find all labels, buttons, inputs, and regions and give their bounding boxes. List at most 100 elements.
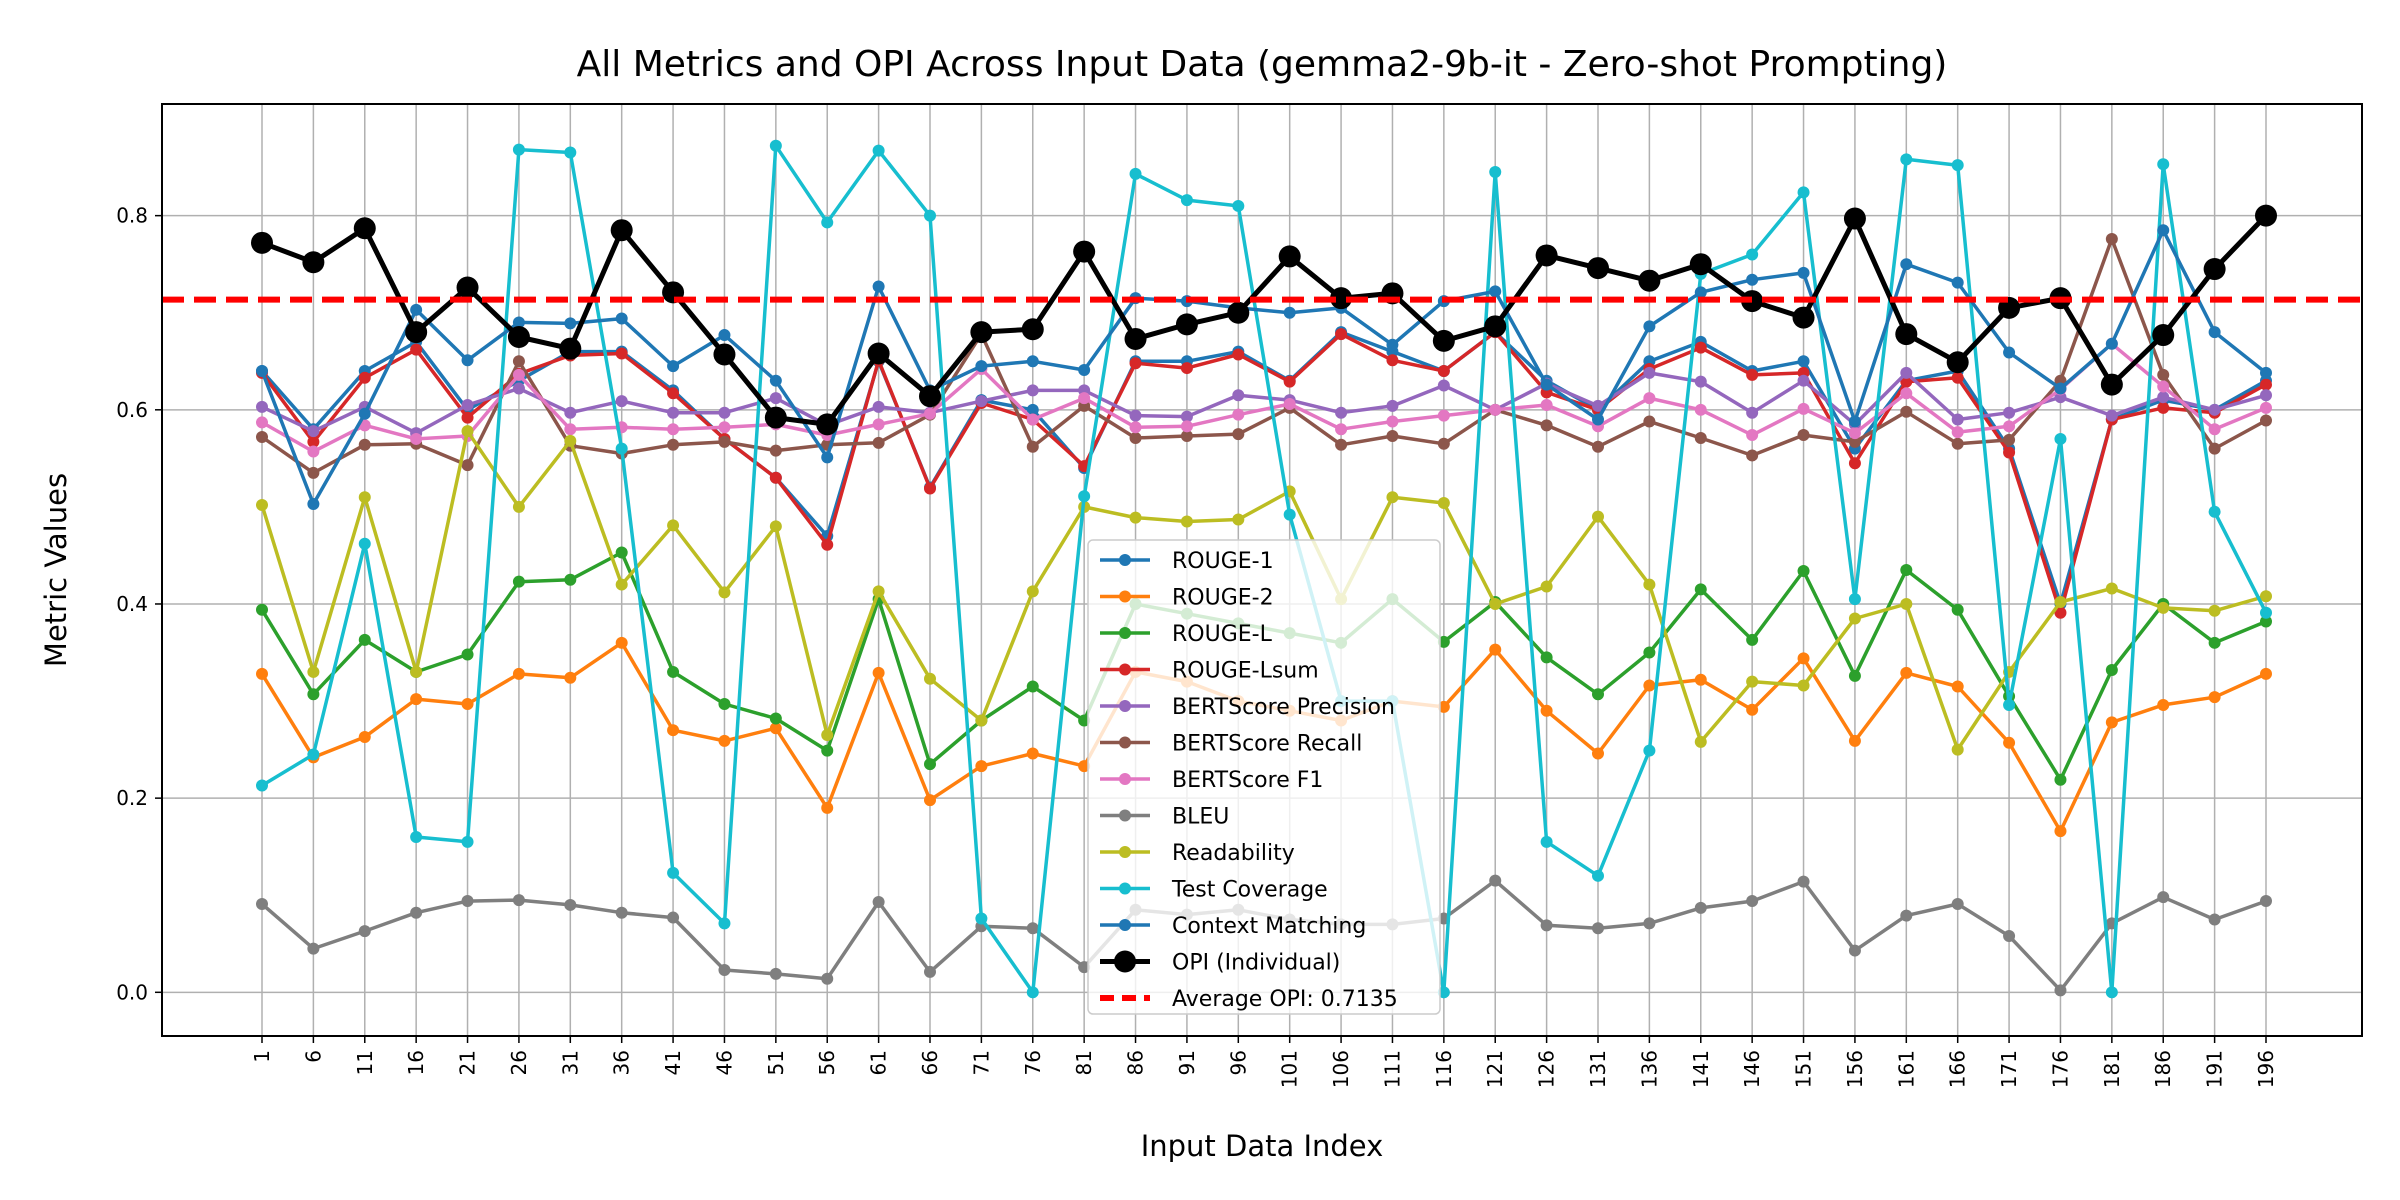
data-point xyxy=(1643,415,1656,428)
data-point xyxy=(1951,426,1964,439)
data-point xyxy=(2255,204,2277,227)
data-point xyxy=(769,722,782,735)
data-point xyxy=(2208,403,2221,416)
data-point xyxy=(1592,510,1604,523)
data-point xyxy=(2105,409,2118,422)
data-point xyxy=(821,451,834,464)
data-point xyxy=(2003,446,2016,459)
data-point xyxy=(1900,909,1913,922)
data-point xyxy=(1026,922,1039,935)
legend-entry: OPI (Individual) xyxy=(1100,950,1340,976)
x-tick-label: 171 xyxy=(1997,1050,2021,1088)
data-point xyxy=(1283,508,1296,521)
data-point xyxy=(307,748,320,761)
data-point xyxy=(1694,286,1707,299)
data-point xyxy=(1592,922,1604,935)
data-point xyxy=(718,329,731,342)
data-point xyxy=(1900,597,1913,610)
data-point xyxy=(2105,232,2118,245)
data-point xyxy=(461,411,474,424)
data-point xyxy=(919,385,941,408)
x-tick-label: 31 xyxy=(558,1050,582,1075)
data-point xyxy=(251,231,273,254)
data-point xyxy=(1848,734,1861,747)
data-point xyxy=(307,425,320,438)
data-point xyxy=(2100,373,2123,396)
x-tick-label: 91 xyxy=(1175,1050,1199,1075)
data-point xyxy=(1535,244,1558,267)
data-point xyxy=(461,648,474,661)
plot-frame xyxy=(161,103,2363,1037)
legend-label: Context Matching xyxy=(1172,914,1366,939)
data-point xyxy=(1900,666,1913,679)
data-point xyxy=(1489,403,1502,416)
data-point xyxy=(1848,457,1861,470)
data-point xyxy=(1232,513,1245,526)
data-point xyxy=(1643,679,1656,692)
data-point xyxy=(1848,944,1861,957)
data-point xyxy=(2157,601,2170,614)
data-point xyxy=(1026,747,1039,760)
data-point xyxy=(1073,240,1096,263)
data-point xyxy=(2203,258,2226,281)
data-point xyxy=(2208,913,2221,926)
data-point xyxy=(1643,744,1656,757)
data-point xyxy=(1746,406,1759,419)
data-point xyxy=(307,665,320,678)
data-point xyxy=(1489,643,1502,656)
data-point xyxy=(1951,159,1964,172)
data-point xyxy=(1232,408,1245,421)
data-point xyxy=(512,667,525,680)
data-point xyxy=(1900,564,1913,576)
data-point xyxy=(1694,341,1707,354)
data-point xyxy=(2208,423,2221,436)
data-point xyxy=(1797,679,1810,692)
data-point xyxy=(1232,348,1245,361)
data-point xyxy=(924,407,936,420)
data-point xyxy=(2003,420,2016,433)
x-tick-label: 16 xyxy=(404,1050,428,1075)
data-point xyxy=(2003,406,2016,419)
data-point xyxy=(1129,357,1142,370)
x-tick-label: 146 xyxy=(1740,1050,1764,1088)
data-point xyxy=(2260,606,2272,619)
data-point xyxy=(1900,375,1913,388)
series-bertscore-recall xyxy=(256,232,2272,479)
data-point xyxy=(718,734,731,747)
data-point xyxy=(1175,313,1198,336)
data-point xyxy=(512,368,525,381)
data-point xyxy=(1026,413,1039,426)
series-context-matching xyxy=(256,224,2272,510)
data-point xyxy=(1694,375,1707,388)
data-point xyxy=(564,317,577,330)
data-point xyxy=(718,697,731,710)
legend-label: ROUGE-L xyxy=(1172,622,1273,647)
data-point xyxy=(1124,327,1147,350)
data-point xyxy=(1129,167,1142,180)
x-tick-label: 71 xyxy=(969,1050,993,1075)
data-point xyxy=(256,779,268,792)
data-point xyxy=(1592,399,1604,412)
data-point xyxy=(1335,438,1348,451)
data-point xyxy=(1592,688,1604,701)
legend-marker xyxy=(1119,590,1131,603)
data-point xyxy=(1026,403,1039,416)
data-point xyxy=(1540,919,1553,932)
x-tick-label: 56 xyxy=(815,1050,839,1075)
data-point xyxy=(1946,351,1969,374)
data-point xyxy=(667,387,680,400)
legend-entry: Context Matching xyxy=(1100,914,1366,939)
data-point xyxy=(358,730,371,743)
legend-entry: Average OPI: 0.7135 xyxy=(1100,987,1398,1012)
data-point xyxy=(256,897,268,910)
legend-entry: ROUGE-Lsum xyxy=(1100,659,1319,684)
data-point xyxy=(2260,414,2272,427)
legend-marker xyxy=(1119,663,1131,676)
series-line xyxy=(261,213,2268,427)
data-point xyxy=(1335,406,1348,419)
data-point xyxy=(358,407,371,420)
data-point xyxy=(2260,615,2272,628)
data-point xyxy=(1437,409,1450,422)
data-point xyxy=(2157,891,2170,904)
data-point xyxy=(1078,392,1091,405)
